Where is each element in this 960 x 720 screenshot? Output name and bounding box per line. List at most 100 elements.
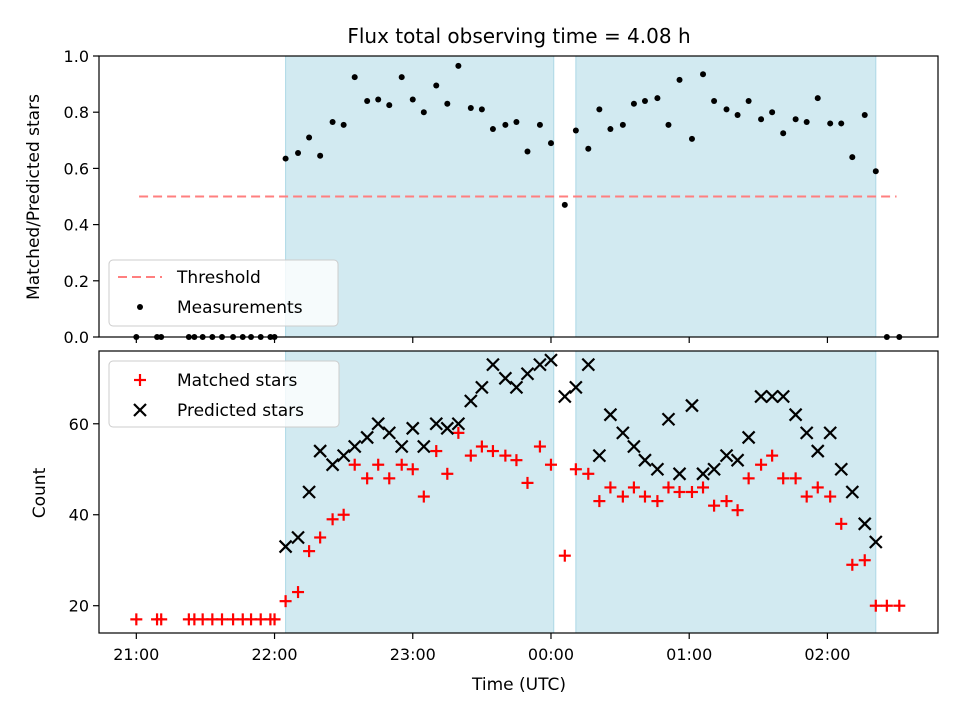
- measurement-point: [340, 121, 347, 128]
- matched-point: [372, 458, 385, 471]
- measurement-point: [329, 119, 336, 126]
- matched-point: [582, 467, 595, 480]
- predicted-point: [823, 426, 837, 440]
- measurement-point: [282, 155, 289, 162]
- y-axis-ticks-ratio: 0.0 0.2 0.4 0.6 0.8 1.0: [64, 47, 99, 347]
- y-tick-label: 0.8: [64, 103, 89, 122]
- measurement-point: [375, 96, 382, 103]
- measurement-point: [547, 140, 554, 147]
- predicted-point: [685, 398, 699, 413]
- predicted-point: [417, 439, 431, 454]
- matched-point: [441, 467, 454, 480]
- matched-point: [880, 599, 893, 612]
- matched-point: [846, 558, 859, 571]
- matched-point: [486, 445, 499, 458]
- matched-point: [155, 613, 168, 626]
- y-tick-label: 20: [69, 597, 89, 616]
- predicted-point: [799, 426, 814, 440]
- measurement-point: [711, 97, 718, 104]
- matched-point: [417, 490, 430, 503]
- predicted-point: [520, 366, 535, 381]
- y-tick-label: 0.4: [64, 216, 89, 235]
- predicted-point: [336, 448, 351, 463]
- x-tick-label: 01:00: [666, 645, 712, 664]
- matched-point: [383, 472, 396, 485]
- measurement-point: [814, 95, 821, 102]
- measurement-point: [838, 120, 845, 127]
- predicted-point: [533, 357, 547, 372]
- measurement-point: [803, 119, 810, 126]
- measurements-series: [133, 62, 903, 340]
- measurement-point: [769, 109, 776, 116]
- x-axis-ticks-top: [135, 337, 829, 343]
- measurement-point: [467, 104, 474, 111]
- matched-point: [789, 472, 802, 485]
- chart-title: Flux total observing time = 4.08 h: [347, 24, 690, 48]
- predicted-point: [788, 407, 803, 422]
- predicted-point: [464, 394, 478, 408]
- matched-point: [720, 495, 733, 508]
- matched-point: [406, 463, 419, 476]
- predicted-point: [672, 467, 687, 481]
- y-tick-label: 0.6: [64, 159, 89, 178]
- y-axis-ticks-count: 20 40 60: [69, 415, 99, 616]
- predicted-point: [371, 416, 385, 431]
- matched-point: [651, 495, 664, 508]
- predicted-point: [544, 353, 558, 367]
- measurement-point: [734, 112, 741, 119]
- measurement-point: [409, 96, 416, 103]
- measurement-point: [688, 135, 695, 142]
- matched-point: [279, 595, 292, 608]
- panel-counts: 20 40 60 21:00 22:00 23:00 00:00 01:00 02:00 Co…: [30, 350, 939, 695]
- y-tick-label: 0.0: [64, 328, 89, 347]
- matched-point: [616, 490, 629, 503]
- matched-point: [638, 490, 651, 503]
- predicted-point: [616, 426, 630, 440]
- matched-point: [755, 458, 768, 471]
- panel-ratio: 0.0 0.2 0.4 0.6 0.8 1.0 Matched/Predicted sta…: [24, 47, 939, 347]
- predicted-point: [810, 444, 825, 458]
- x-tick-label: 23:00: [390, 645, 436, 664]
- measurement-point: [524, 148, 531, 155]
- measurement-point: [306, 134, 313, 141]
- measurement-point: [780, 130, 787, 137]
- matched-point: [697, 481, 710, 494]
- y-axis-label-ratio: Matched/Predicted stars: [24, 94, 44, 300]
- legend-box-bottom: [108, 360, 340, 428]
- matched-point: [533, 440, 546, 453]
- matched-point: [395, 458, 408, 471]
- matched-point: [858, 554, 871, 567]
- legend-bottom: Matched stars Predicted stars: [108, 360, 340, 428]
- measurement-point: [723, 106, 730, 113]
- predicted-point: [696, 467, 710, 481]
- measurement-point: [455, 62, 462, 69]
- measurement-point: [585, 145, 592, 152]
- predicted-point: [302, 485, 316, 499]
- measurement-point: [478, 106, 485, 113]
- measurement-point: [700, 71, 707, 78]
- predicted-point: [486, 357, 500, 372]
- predicted-point: [845, 485, 860, 499]
- predicted-point: [313, 444, 327, 458]
- predicted-point: [627, 439, 641, 454]
- measurement-point: [630, 100, 637, 107]
- measurement-point: [536, 121, 543, 128]
- matched-point: [835, 517, 848, 530]
- matched-point: [673, 486, 686, 498]
- predicted-point: [278, 539, 293, 554]
- predicted-point: [325, 457, 340, 472]
- matched-point: [558, 549, 571, 562]
- legend-top: Threshold Measurements: [108, 259, 339, 327]
- measurement-point: [676, 76, 683, 83]
- x-axis-label: Time (UTC): [471, 675, 566, 695]
- matched-point: [337, 508, 350, 521]
- predicted-point: [857, 517, 872, 531]
- measurement-point: [654, 95, 661, 102]
- measurement-point: [849, 154, 856, 161]
- predicted-point: [360, 430, 374, 445]
- measurement-point: [398, 74, 405, 81]
- predicted-point: [291, 530, 305, 545]
- measurement-point: [758, 116, 765, 123]
- y-tick-label: 1.0: [64, 47, 89, 66]
- legend-measurements-label: Measurements: [177, 298, 303, 318]
